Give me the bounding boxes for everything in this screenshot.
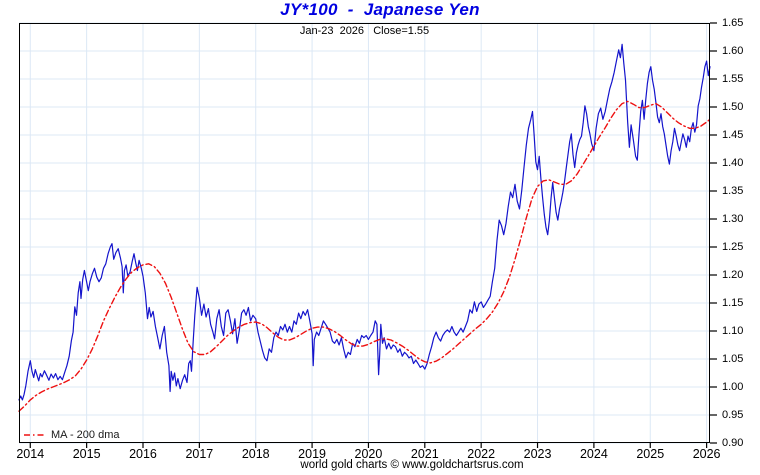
y-axis-label: 1.40 <box>722 157 744 169</box>
y-axis-label: 1.25 <box>722 241 744 253</box>
y-axis-label: 1.05 <box>722 353 744 365</box>
x-axis-label: 2019 <box>298 447 326 461</box>
y-axis-label: 1.20 <box>722 269 744 281</box>
x-axis-label: 2017 <box>185 447 214 461</box>
x-axis-label: 2025 <box>636 447 665 461</box>
x-axis-label: 2016 <box>129 447 157 461</box>
x-axis-label: 2021 <box>410 447 439 461</box>
y-axis-label: 1.60 <box>722 45 744 57</box>
y-axis-label: 0.95 <box>722 409 744 421</box>
y-axis-label: 1.30 <box>722 213 744 225</box>
legend: MA - 200 dma <box>24 429 119 441</box>
x-axis-label: 2014 <box>16 447 45 461</box>
plot-area: Jan-23 2026 Close=1.55 MA - 200 dma <box>19 23 710 443</box>
y-axis-label: 1.10 <box>722 325 744 337</box>
y-axis-label: 1.35 <box>722 185 744 197</box>
y-axis-label: 1.65 <box>722 17 744 29</box>
y-axis-label: 1.55 <box>722 73 744 85</box>
chart-title: JY*100 - Japanese Yen <box>280 0 480 19</box>
chart-subtitle: Jan-23 2026 Close=1.55 <box>299 25 430 37</box>
ma-line <box>18 100 711 412</box>
x-axis-label: 2023 <box>523 447 552 461</box>
y-axis-label: 1.50 <box>722 101 744 113</box>
x-axis-label: 2020 <box>354 447 383 461</box>
y-axis-label: 1.15 <box>722 297 744 309</box>
x-axis-label: 2024 <box>579 447 608 461</box>
ma-line-swatch-icon <box>24 434 46 436</box>
x-axis-label: 2026 <box>692 447 721 461</box>
y-axis-label: 1.45 <box>722 129 744 141</box>
legend-ma-label: MA - 200 dma <box>51 429 120 441</box>
x-axis-label: 2015 <box>72 447 101 461</box>
x-axis-label: 2018 <box>241 447 270 461</box>
y-axis-label: 0.90 <box>722 437 744 449</box>
x-axis-label: 2022 <box>467 447 496 461</box>
price-line <box>18 43 711 401</box>
y-axis-label: 1.00 <box>722 381 744 393</box>
site-credit: world gold charts © www.goldchartsrus.co… <box>300 459 524 471</box>
